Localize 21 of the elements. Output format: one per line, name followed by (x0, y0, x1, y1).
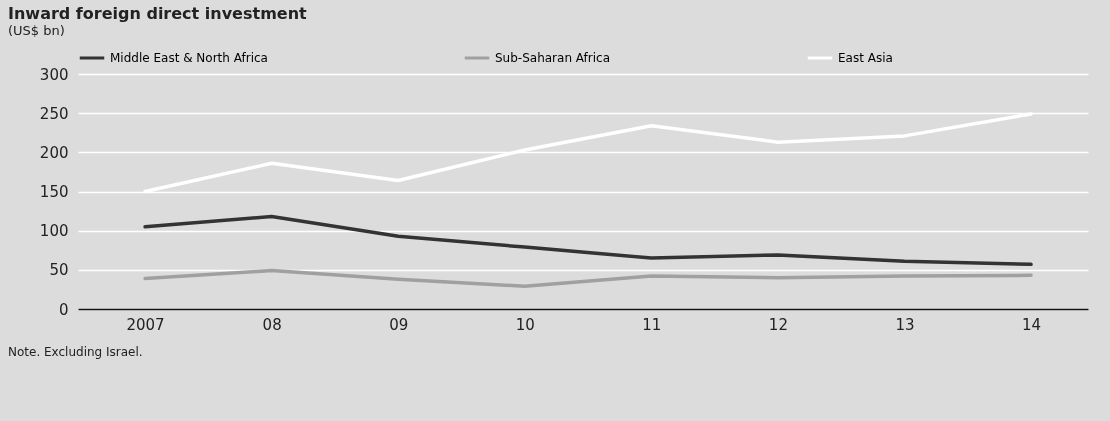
text: Note. Excluding Israel. (8, 345, 143, 359)
legend-label: Sub-Saharan Africa (495, 51, 611, 65)
y-tick-label: 200 (39, 143, 69, 162)
chart-title: Inward foreign direct investment (8, 4, 308, 23)
y-tick-label: 0 (58, 300, 69, 319)
y-tick-label: 100 (39, 222, 69, 241)
y-tick-label: 250 (39, 104, 69, 123)
x-tick-label: 11 (642, 315, 662, 334)
x-tick-label: 2007 (126, 315, 165, 334)
y-axis-title: (US$ bn) (8, 23, 65, 38)
legend-label: East Asia (838, 51, 893, 65)
x-tick-label: 12 (768, 315, 788, 334)
x-tick-label: 10 (515, 315, 535, 334)
y-tick-label: 300 (39, 65, 69, 84)
x-tick-label: 13 (895, 315, 915, 334)
y-tick-label: 50 (49, 261, 69, 280)
legend-label: Middle East & North Africa (110, 51, 268, 65)
x-tick-label: 14 (1022, 315, 1042, 334)
x-tick-label: 08 (262, 315, 282, 334)
y-tick-label: 150 (39, 183, 69, 201)
x-tick-label: 09 (389, 315, 409, 334)
